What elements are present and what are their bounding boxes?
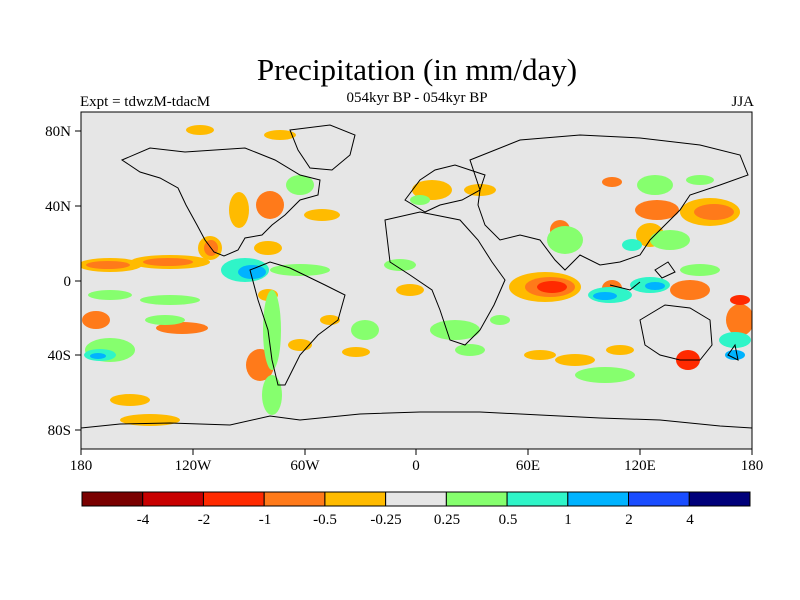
- experiment-label: Expt = tdwzM-tdacM: [80, 94, 211, 110]
- lon-tick-label: 60E: [516, 458, 540, 474]
- colorbar-label: 0.5: [499, 512, 518, 528]
- lat-tick-label: 80N: [45, 124, 71, 140]
- colorbar-label: -0.5: [313, 512, 337, 528]
- colorbar-swatch: [385, 491, 447, 507]
- lat-tick-label: 40N: [45, 199, 71, 215]
- lon-tick-label: 120W: [175, 458, 213, 474]
- lat-tick-label: 0: [64, 274, 72, 290]
- lat-tick-label: 40S: [48, 348, 71, 364]
- colorbar-swatch: [263, 491, 326, 507]
- colorbar-swatch: [628, 491, 690, 507]
- precip-anomaly-field: [81, 125, 752, 426]
- colorbar-label: -2: [198, 512, 211, 528]
- colorbar-swatch: [81, 491, 144, 507]
- colorbar-label: 2: [625, 512, 633, 528]
- colorbar-swatch: [142, 491, 204, 507]
- period-label: 054kyr BP - 054kyr BP: [346, 90, 488, 106]
- lat-tick-marks: [75, 130, 81, 431]
- colorbar-labels: -4 -2 -1 -0.5 -0.25 0.25 0.5 1 2 4: [137, 512, 695, 528]
- lat-tick-labels: 80N 40N 0 40S 80S: [45, 124, 71, 439]
- season-label: JJA: [731, 94, 754, 110]
- colorbar-swatch: [688, 491, 751, 507]
- colorbar-swatch: [567, 491, 630, 507]
- lon-tick-label: 60W: [290, 458, 320, 474]
- lon-tick-marks: [80, 449, 753, 455]
- lon-tick-label: 120E: [624, 458, 656, 474]
- colorbar-label: -0.25: [370, 512, 401, 528]
- colorbar-swatch: [445, 491, 508, 507]
- colorbar-label: 0.25: [434, 512, 460, 528]
- lon-tick-label: 180: [70, 458, 93, 474]
- colorbar-label: -1: [259, 512, 272, 528]
- colorbar-swatch: [324, 491, 387, 507]
- colorbar-label: -4: [137, 512, 150, 528]
- map-title: Precipitation (in mm/day): [256, 52, 578, 87]
- lon-tick-labels: 180 120W 60W 0 60E 120E 180: [70, 458, 764, 474]
- colorbar-label: 1: [564, 512, 572, 528]
- colorbar-swatch: [506, 491, 569, 507]
- colorbar-swatch: [202, 491, 265, 507]
- lon-tick-label: 0: [412, 458, 420, 474]
- colorbar-label: 4: [686, 512, 694, 528]
- colorbar: [81, 491, 751, 507]
- coastlines: [81, 124, 752, 429]
- lon-tick-label: 180: [741, 458, 764, 474]
- lat-tick-label: 80S: [48, 423, 71, 439]
